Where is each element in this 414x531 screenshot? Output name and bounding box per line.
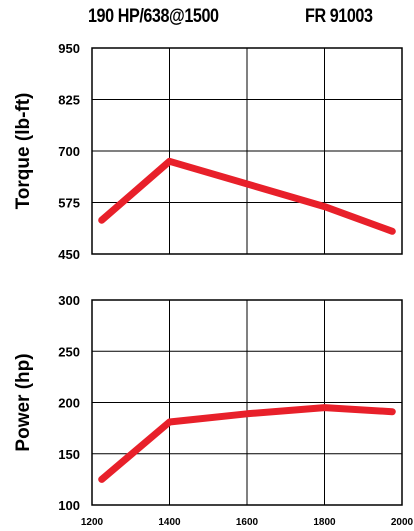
power-y-tick-label: 150 xyxy=(58,447,80,462)
power-y-tick-label: 250 xyxy=(58,344,80,359)
power-y-tick-label: 300 xyxy=(58,293,80,308)
torque-y-tick-label: 825 xyxy=(58,93,80,108)
torque-y-axis-title: Torque (lb-ft) xyxy=(13,93,34,210)
torque-plot-frame xyxy=(91,47,403,255)
power-y-axis-title: Power (hp) xyxy=(13,353,34,451)
power-y-tick-label: 200 xyxy=(58,396,80,411)
power-x-tick-label: 2000 xyxy=(391,517,414,528)
power-plot-frame xyxy=(91,299,403,506)
torque-y-tick-label: 700 xyxy=(58,144,80,159)
power-x-tick-label: 1400 xyxy=(158,517,181,528)
model-number: FR 91003 xyxy=(305,6,373,27)
engine-rating-title: 190 HP/638@1500 xyxy=(88,6,219,27)
torque-chart: 950 825 700 575 450 Torque (lb-ft) xyxy=(13,41,403,262)
torque-y-tick-label: 575 xyxy=(58,196,80,211)
torque-y-tick-label: 950 xyxy=(58,41,80,56)
power-chart: 300 250 200 150 100 Power (hp) 1200 1400 1600 180… xyxy=(13,293,414,528)
power-y-tick-label: 100 xyxy=(58,498,80,513)
power-x-tick-label: 1200 xyxy=(81,517,104,528)
power-x-tick-label: 1800 xyxy=(313,517,336,528)
torque-y-tick-label: 450 xyxy=(58,247,80,262)
power-x-tick-label: 1600 xyxy=(236,517,259,528)
torque-curve-line xyxy=(98,157,396,235)
